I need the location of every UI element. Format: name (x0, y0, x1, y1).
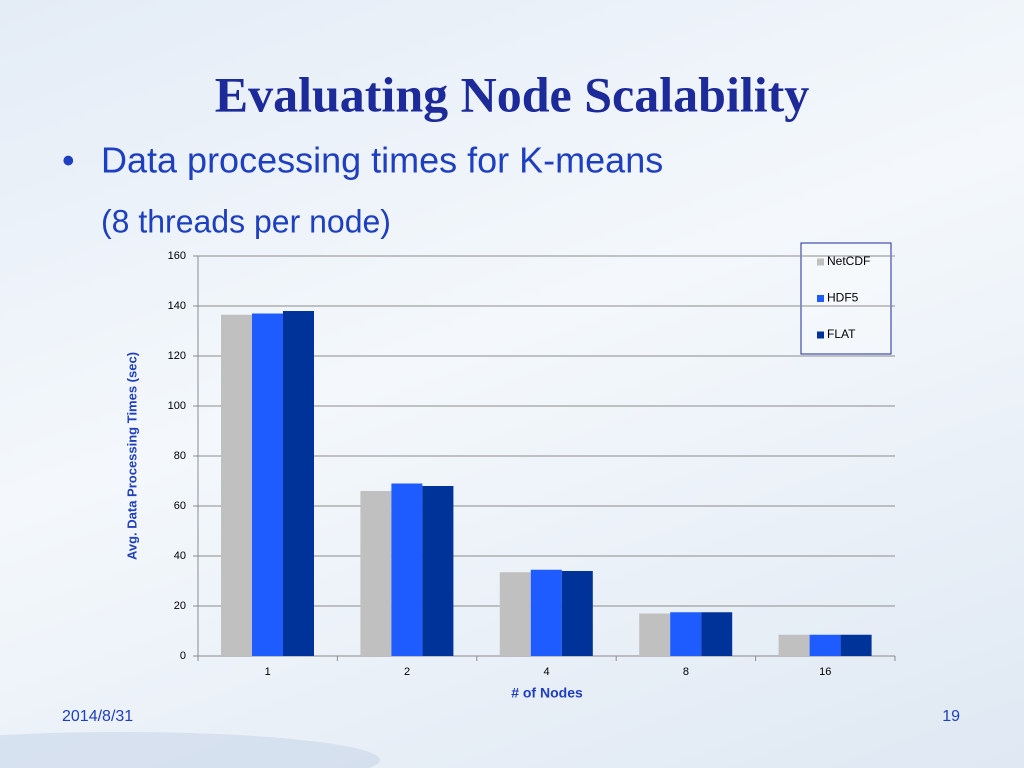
slide-title: Evaluating Node Scalability (215, 66, 810, 122)
bar (360, 491, 392, 656)
y-tick-label: 40 (174, 550, 186, 562)
sub-bullet: (8 threads per node) (101, 203, 391, 239)
page-number: 19 (942, 708, 960, 725)
y-tick-label: 20 (174, 600, 186, 612)
date: 2014/8/31 (62, 708, 133, 725)
legend-label: NetCDF (827, 254, 870, 268)
legend-swatch (817, 295, 824, 302)
bullet: Data processing times for K-means (101, 140, 663, 181)
x-axis-title: # of Nodes (511, 685, 583, 701)
bar (701, 612, 733, 656)
x-tick-label: 4 (543, 666, 549, 678)
bar (809, 634, 841, 656)
y-tick-label: 140 (168, 300, 186, 312)
legend-swatch (817, 258, 824, 266)
x-tick-label: 2 (404, 666, 410, 678)
bar (778, 634, 810, 656)
y-tick-label: 100 (168, 400, 186, 412)
y-tick-label: 120 (168, 350, 186, 362)
bar (561, 571, 593, 656)
x-tick-label: 8 (683, 666, 689, 678)
y-tick-label: 0 (180, 650, 186, 662)
bar (391, 483, 423, 656)
y-tick-label: 60 (174, 500, 186, 512)
decor (0, 732, 380, 768)
bar (422, 486, 454, 656)
legend-label: HDF5 (827, 291, 859, 305)
y-tick-label: 160 (168, 250, 186, 262)
bar (639, 613, 671, 656)
y-tick-label: 80 (174, 450, 186, 462)
legend-box (800, 242, 892, 355)
legend-swatch (817, 331, 824, 339)
x-tick-label: 1 (265, 666, 271, 678)
y-axis-title: Avg. Data Processing Times (sec) (124, 352, 139, 560)
bar (499, 572, 531, 656)
bar (252, 313, 283, 656)
bar (840, 634, 872, 656)
bar (283, 311, 314, 656)
bullet-dot: • (62, 140, 75, 181)
legend-label: FLAT (827, 327, 856, 341)
bar (221, 314, 252, 656)
bar (530, 569, 562, 656)
x-tick-label: 16 (819, 666, 831, 678)
bar (670, 612, 702, 656)
